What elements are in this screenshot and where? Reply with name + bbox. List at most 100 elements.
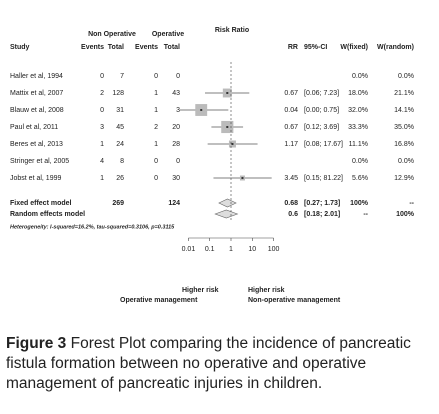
total2-cell: 3	[176, 107, 180, 114]
w-fixed-cell: 5.6%	[352, 175, 368, 182]
events2-cell: 2	[154, 124, 158, 131]
total1-cell: 31	[116, 107, 124, 114]
ci_label-cell: [0.12; 3.69]	[304, 124, 339, 131]
ci_label-cell: [0.00; 0.75]	[304, 107, 339, 114]
total2-cell: 124	[168, 200, 180, 207]
total1-cell: 8	[120, 158, 124, 165]
name-cell: Fixed effect model	[10, 200, 72, 207]
w-fixed-cell: 32.0%	[348, 107, 368, 114]
w_fixed_label-cell: --	[363, 211, 368, 218]
name-cell: Mattix et al, 2007	[10, 90, 63, 97]
name-cell: Haller et al, 1994	[10, 73, 63, 80]
name-cell: Paul et al, 2011	[10, 124, 58, 131]
w-fixed-cell: 33.3%	[348, 124, 368, 131]
column-header: 95%-CI	[304, 44, 327, 51]
w-random-cell: 21.1%	[394, 90, 414, 97]
column-header: Study	[10, 44, 30, 51]
left-label: Operative management	[120, 297, 198, 304]
name-cell: Stringer et al, 2005	[10, 158, 69, 165]
rr-cell: 1.17	[284, 141, 298, 148]
name-cell: Jobst et al, 1999	[10, 175, 61, 182]
ci_label-cell: [0.08; 17.67]	[304, 141, 343, 148]
left-label: Higher risk	[182, 287, 219, 294]
column-header: Events	[135, 44, 158, 51]
ci_label-cell: [0.15; 81.22]	[304, 175, 343, 182]
point-estimate	[231, 143, 234, 145]
summary-diamond	[218, 198, 237, 208]
total2-cell: 30	[172, 175, 180, 182]
point-estimate	[200, 109, 203, 111]
plot-area	[180, 88, 272, 219]
column-header: RR	[288, 44, 298, 51]
column-header: W(random)	[377, 44, 414, 51]
events1-cell: 4	[100, 158, 104, 165]
x-tick-label: 0.01	[182, 246, 196, 253]
w_fixed_label-cell: 100%	[350, 200, 369, 207]
right-label: Higher risk	[248, 287, 285, 294]
total1-cell: 45	[116, 124, 124, 131]
w-fixed-cell: 0.0%	[352, 73, 368, 80]
w-random-cell: 16.8%	[394, 141, 414, 148]
events1-cell: 1	[100, 175, 104, 182]
w-fixed-cell: 11.1%	[349, 141, 368, 148]
events1-cell: 2	[100, 90, 104, 97]
point-estimate	[241, 177, 244, 179]
total1-cell: 128	[112, 90, 124, 97]
x-tick-label: 1	[229, 246, 233, 253]
rr-cell: 3.45	[284, 175, 298, 182]
events2-cell: 0	[154, 175, 158, 182]
ci_label-cell: [0.06; 7.23]	[304, 90, 339, 97]
caption: Figure 3 Forest Plot comparing the incid…	[6, 334, 434, 394]
rr-cell: 0.67	[284, 124, 298, 131]
right-label: Non-operative management	[248, 297, 341, 304]
events2-cell: 1	[154, 90, 158, 97]
events1-cell: 1	[100, 141, 104, 148]
group-header: Non Operative	[88, 31, 136, 38]
events2-cell: 0	[154, 73, 158, 80]
ci_label-cell: [0.18; 2.01]	[304, 211, 340, 218]
w-random-cell: 0.0%	[398, 73, 414, 80]
forest-plot: Risk Ratio Non Operative Operative Study…	[10, 27, 415, 304]
events1-cell: 0	[100, 73, 104, 80]
total1-cell: 24	[116, 141, 124, 148]
column-header: Total	[164, 44, 180, 51]
total2-cell: 43	[172, 90, 180, 97]
total2-cell: 28	[172, 141, 180, 148]
total2-cell: 20	[172, 124, 180, 131]
events1-cell: 0	[100, 107, 104, 114]
name-cell: Random effects model	[10, 211, 85, 218]
x-tick-label: 0.1	[205, 246, 215, 253]
column-header: Total	[108, 44, 124, 51]
w-random-cell: 0.0%	[398, 158, 414, 165]
group-header: Operative	[152, 31, 184, 38]
ci_label-cell: [0.27; 1.73]	[304, 200, 340, 207]
w_random_label-cell: --	[409, 200, 414, 207]
caption-text: Forest Plot comparing the incidence of p…	[6, 335, 411, 392]
rr-cell: 0.68	[284, 200, 298, 207]
rr-cell: 0.67	[284, 90, 298, 97]
plot-title: Risk Ratio	[215, 27, 249, 34]
w-fixed-cell: 0.0%	[352, 158, 368, 165]
w-random-cell: 12.9%	[394, 175, 414, 182]
total1-cell: 7	[120, 73, 124, 80]
rr-cell: 0.6	[288, 211, 298, 218]
total1-cell: 26	[116, 175, 124, 182]
x-tick-label: 100	[268, 246, 280, 253]
column-header: W(fixed)	[340, 44, 368, 51]
caption-label: Figure 3	[6, 335, 67, 352]
x-tick-label: 10	[248, 246, 256, 253]
summary-diamond	[214, 209, 239, 219]
column-header: Events	[81, 44, 104, 51]
w_random_label-cell: 100%	[396, 211, 415, 218]
events2-cell: 0	[154, 158, 158, 165]
name-cell: Blauw et al, 2008	[10, 107, 64, 114]
total1-cell: 269	[112, 200, 124, 207]
total2-cell: 0	[176, 73, 180, 80]
point-estimate	[226, 92, 229, 94]
events1-cell: 3	[100, 124, 104, 131]
w-random-cell: 14.1%	[394, 107, 414, 114]
w-fixed-cell: 18.0%	[348, 90, 368, 97]
events2-cell: 1	[154, 141, 158, 148]
total2-cell: 0	[176, 158, 180, 165]
